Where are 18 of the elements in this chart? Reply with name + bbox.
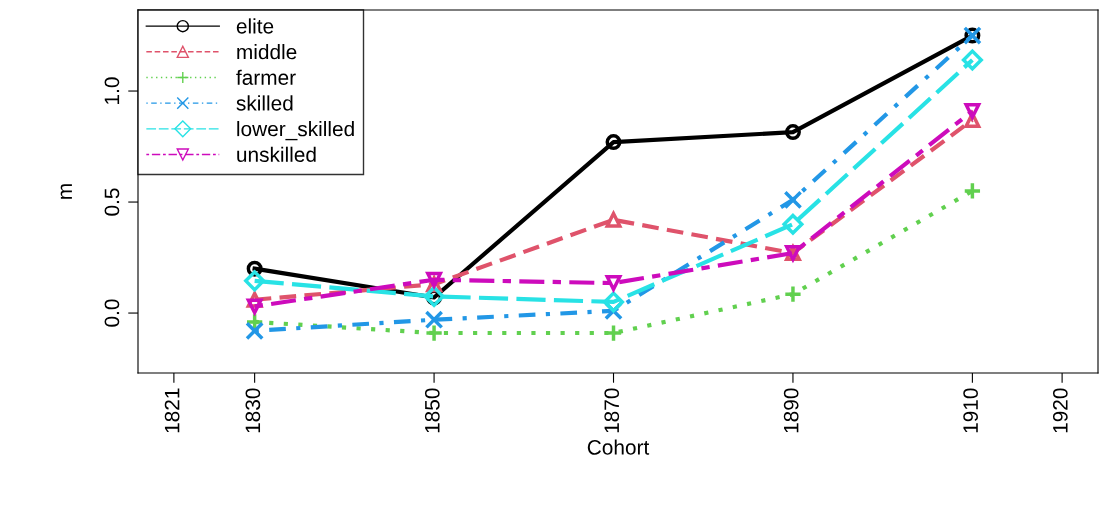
y-tick-label: 1.0 — [104, 77, 120, 104]
x-tick-label: 1850 — [424, 388, 440, 433]
x-tick-label: 1821 — [164, 388, 180, 433]
x-tick-label: 1910 — [963, 388, 978, 433]
legend-label: lower_skilled — [237, 121, 354, 141]
x-tick-label: 1870 — [604, 388, 620, 433]
y-axis-title: m — [60, 184, 72, 199]
x-axis-title: Cohort — [587, 439, 650, 455]
y-tick-label: 0.0 — [104, 299, 120, 327]
x-tick-label: 1890 — [783, 388, 799, 433]
legend-label: middle — [237, 44, 297, 60]
x-tick-label: 1830 — [245, 388, 261, 433]
y-tick-label: 0.5 — [104, 188, 120, 216]
legend-label: unskilled — [237, 146, 316, 162]
legend-label: elite — [236, 18, 274, 34]
legend-label: farmer — [236, 69, 296, 85]
legend-label: skilled — [236, 95, 293, 111]
x-tick-label: 1920 — [1052, 388, 1068, 433]
